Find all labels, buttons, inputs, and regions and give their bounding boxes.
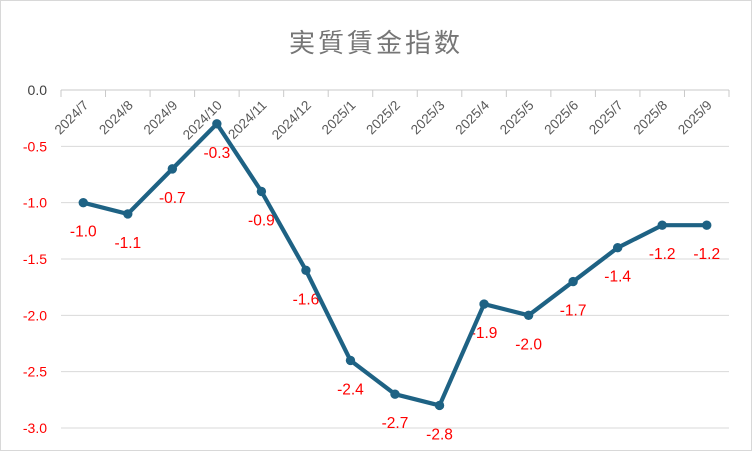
- chart-title: 実質賃金指数: [288, 28, 463, 58]
- data-point-marker: [345, 355, 356, 366]
- data-label: -1.2: [693, 246, 720, 263]
- x-axis-tick-label: 2025/1: [319, 98, 359, 138]
- data-point-marker: [78, 197, 88, 208]
- x-axis-tick-label: 2025/5: [497, 98, 537, 138]
- y-axis-tick-label: -3.0: [23, 420, 47, 436]
- data-label: -1.7: [560, 303, 587, 320]
- x-axis-tick-labels: 2024/7 2024/8 2024/9 2024/10 2024/11 2024/12 2…: [52, 97, 715, 142]
- x-axis-tick-label: 2025/6: [541, 98, 581, 138]
- data-label: -1.1: [114, 235, 141, 252]
- data-point-marker: [568, 276, 578, 287]
- data-label: -1.2: [649, 246, 676, 263]
- data-label: -0.7: [159, 190, 186, 207]
- data-point-markers: [78, 119, 712, 411]
- x-axis-tick-label: 2025/9: [675, 98, 715, 138]
- x-axis-tick-label: 2025/8: [631, 98, 671, 138]
- data-label: -2.0: [515, 336, 542, 353]
- data-label: -2.4: [337, 381, 364, 398]
- x-axis-ticks: [60, 90, 730, 97]
- data-label: -0.3: [204, 145, 231, 162]
- y-axis-tick-label: -2.0: [23, 307, 47, 323]
- data-point-marker: [434, 400, 445, 411]
- data-label: -1.0: [70, 224, 97, 241]
- data-label: -1.9: [471, 325, 498, 342]
- data-point-marker: [212, 119, 222, 129]
- data-point-marker: [702, 220, 712, 230]
- gridlines: [61, 89, 729, 429]
- data-point-marker: [612, 243, 623, 253]
- x-axis-tick-label: 2025/3: [408, 98, 448, 138]
- x-axis-tick-label: 2024/7: [52, 98, 92, 138]
- y-axis-tick-label: -1.0: [23, 195, 47, 211]
- data-label: -0.9: [248, 212, 275, 229]
- data-point-marker: [301, 265, 311, 275]
- data-point-marker: [123, 209, 133, 219]
- data-label: -1.6: [293, 291, 320, 308]
- data-point-marker: [523, 310, 534, 321]
- x-axis-tick-label: 2025/2: [363, 98, 403, 138]
- x-axis-tick-label: 2025/7: [586, 98, 626, 138]
- data-point-marker: [256, 186, 267, 197]
- data-point-marker: [167, 164, 178, 174]
- data-label: -2.7: [382, 415, 409, 432]
- x-axis-tick-label: 2024/12: [269, 98, 314, 143]
- y-axis-tick-label: -0.5: [23, 138, 47, 154]
- series-line: [81, 121, 709, 408]
- data-point-marker: [479, 299, 489, 309]
- data-label: -2.8: [426, 426, 453, 443]
- y-axis-tick-label: 0.0: [28, 82, 48, 98]
- data-label: -1.4: [604, 269, 631, 286]
- y-axis-tick-label: -1.5: [23, 251, 47, 267]
- y-axis-tick-label: -2.5: [23, 364, 47, 380]
- data-labels: -1.0 -1.1 -0.7 -0.3 -0.9 -1.6 -2.4 -2.7 -2.8 -1.9…: [70, 145, 720, 444]
- x-axis-tick-label: 2024/9: [141, 98, 181, 138]
- y-axis-tick-labels: 0.0 -0.5 -1.0 -1.5 -2.0 -2.5 -3.0: [23, 82, 47, 436]
- data-point-marker: [390, 389, 400, 399]
- x-axis-tick-label: 2024/8: [96, 98, 136, 138]
- x-axis-tick-label: 2024/11: [225, 98, 269, 142]
- x-axis-tick-label: 2025/4: [452, 97, 492, 137]
- data-point-marker: [657, 220, 667, 230]
